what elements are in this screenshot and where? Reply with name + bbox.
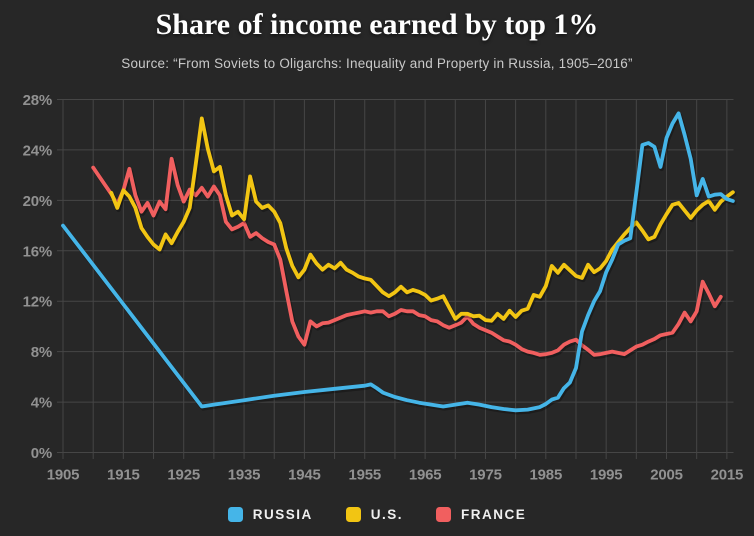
x-tick-label: 1905 (47, 467, 80, 484)
chart-legend: RUSSIA U.S. FRANCE (0, 507, 754, 522)
us-line (109, 116, 735, 323)
russia-line (61, 111, 735, 413)
x-tick-label: 1965 (409, 467, 442, 484)
y-tick-label: 4% (31, 395, 52, 412)
y-tick-label: 16% (23, 243, 52, 260)
france-line (91, 156, 723, 357)
x-tick-label: 1975 (469, 467, 502, 484)
russia-line-shadow (61, 113, 737, 415)
y-tick-label: 0% (31, 445, 52, 462)
legend-label-us: U.S. (370, 507, 404, 522)
legend-swatch-france (436, 507, 452, 522)
x-tick-label: 2015 (711, 467, 744, 484)
legend-item-russia: RUSSIA (227, 507, 313, 522)
x-tick-label: 1955 (348, 467, 381, 484)
y-axis-tick-labels: 0% 4% 8% 12% 16% 20% 24% 28% (23, 92, 53, 462)
y-tick-label: 28% (23, 92, 52, 109)
legend-item-us: U.S. (345, 507, 404, 522)
y-tick-label: 20% (23, 193, 52, 210)
y-tick-label: 12% (23, 294, 52, 311)
legend-item-france: FRANCE (436, 507, 526, 522)
legend-label-france: FRANCE (461, 507, 527, 522)
series-lines (61, 111, 737, 415)
x-tick-label: 1985 (530, 467, 563, 484)
x-tick-label: 1945 (288, 467, 321, 484)
y-tick-label: 8% (31, 344, 52, 361)
y-tick-label: 24% (23, 142, 52, 159)
x-tick-label: 1925 (167, 467, 200, 484)
page-title: Share of income earned by top 1% (155, 8, 599, 41)
chart-grid (57, 99, 734, 459)
source-subtitle: Source: “From Soviets to Oligarchs: Ineq… (121, 56, 633, 71)
x-tick-label: 1935 (228, 467, 261, 484)
x-tick-label: 1995 (590, 467, 623, 484)
x-tick-label: 2005 (650, 467, 683, 484)
legend-swatch-russia (227, 507, 243, 522)
x-tick-label: 1915 (107, 467, 140, 484)
legend-label-russia: RUSSIA (252, 507, 313, 522)
legend-swatch-us (345, 507, 361, 522)
x-axis-tick-labels: 1905 1915 1925 1935 1945 1955 1965 1975 1985 1995… (47, 467, 744, 484)
